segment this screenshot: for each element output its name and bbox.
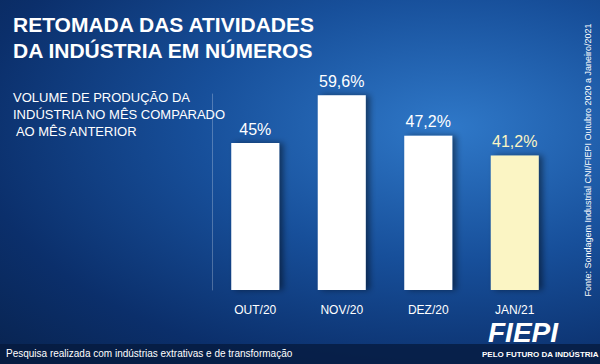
svg-text:Fonte: Sondagem Industrial CNI: Fonte: Sondagem Industrial CNI/FIEPI Out… — [583, 23, 593, 296]
svg-text:DA INDÚSTRIA EM NÚMEROS: DA INDÚSTRIA EM NÚMEROS — [13, 39, 312, 62]
svg-text:VOLUME DE PRODUÇÃO DA: VOLUME DE PRODUÇÃO DA — [13, 90, 193, 105]
svg-text:OUT/20: OUT/20 — [234, 303, 276, 317]
svg-text:FIEPI: FIEPI — [488, 317, 559, 348]
svg-text:Pesquisa realizada com indústr: Pesquisa realizada com indústrias extrat… — [6, 348, 293, 359]
svg-text:59,6%: 59,6% — [319, 73, 364, 90]
svg-text:INDÚSTRIA NO MÊS COMPARADO: INDÚSTRIA NO MÊS COMPARADO — [13, 107, 225, 122]
svg-text:41,2%: 41,2% — [492, 133, 537, 150]
svg-text:NOV/20: NOV/20 — [320, 303, 363, 317]
svg-text:DEZ/20: DEZ/20 — [408, 303, 449, 317]
svg-text:47,2%: 47,2% — [406, 113, 451, 130]
svg-text:PELO FUTURO DA INDÚSTRIA: PELO FUTURO DA INDÚSTRIA — [482, 350, 599, 359]
svg-text:JAN/21: JAN/21 — [495, 303, 535, 317]
svg-text:AO MÊS ANTERIOR: AO MÊS ANTERIOR — [13, 124, 137, 139]
svg-text:45%: 45% — [239, 121, 271, 138]
svg-text:RETOMADA DAS ATIVIDADES: RETOMADA DAS ATIVIDADES — [13, 13, 320, 36]
